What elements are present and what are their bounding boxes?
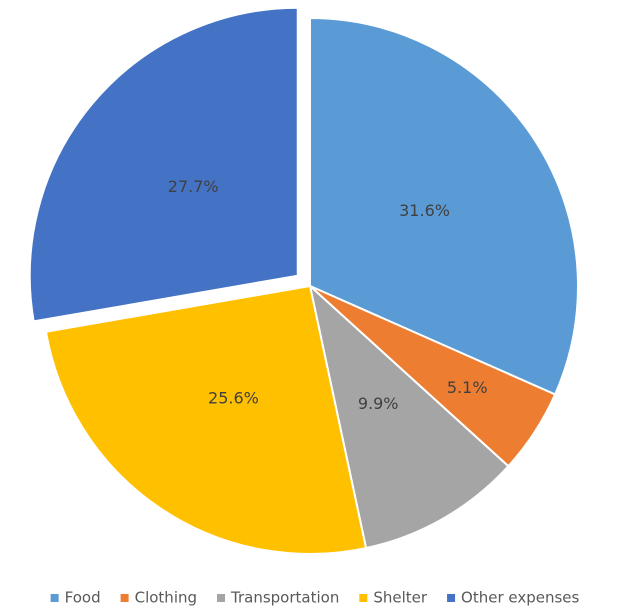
legend-label: Shelter: [373, 589, 428, 607]
pie-slice: [308, 283, 510, 550]
legend-label: Transportation: [230, 589, 339, 607]
legend-swatch: [217, 594, 226, 602]
pie-slice: [309, 16, 579, 396]
legend-label: Food: [65, 589, 101, 607]
legend-label: Clothing: [135, 589, 197, 607]
data-label: 5.1%: [447, 378, 488, 397]
legend-swatch: [447, 594, 456, 602]
pie-slice: [44, 284, 368, 555]
data-label: 9.9%: [358, 394, 399, 413]
data-label: 25.6%: [208, 389, 259, 408]
legend-label: Other expenses: [461, 589, 580, 607]
data-label: 27.7%: [168, 177, 219, 196]
legend-swatch: [50, 594, 59, 602]
data-label: 31.6%: [399, 201, 450, 220]
legend-swatch: [359, 594, 368, 602]
legend-swatch: [120, 594, 129, 602]
pie-slice: [28, 6, 299, 323]
